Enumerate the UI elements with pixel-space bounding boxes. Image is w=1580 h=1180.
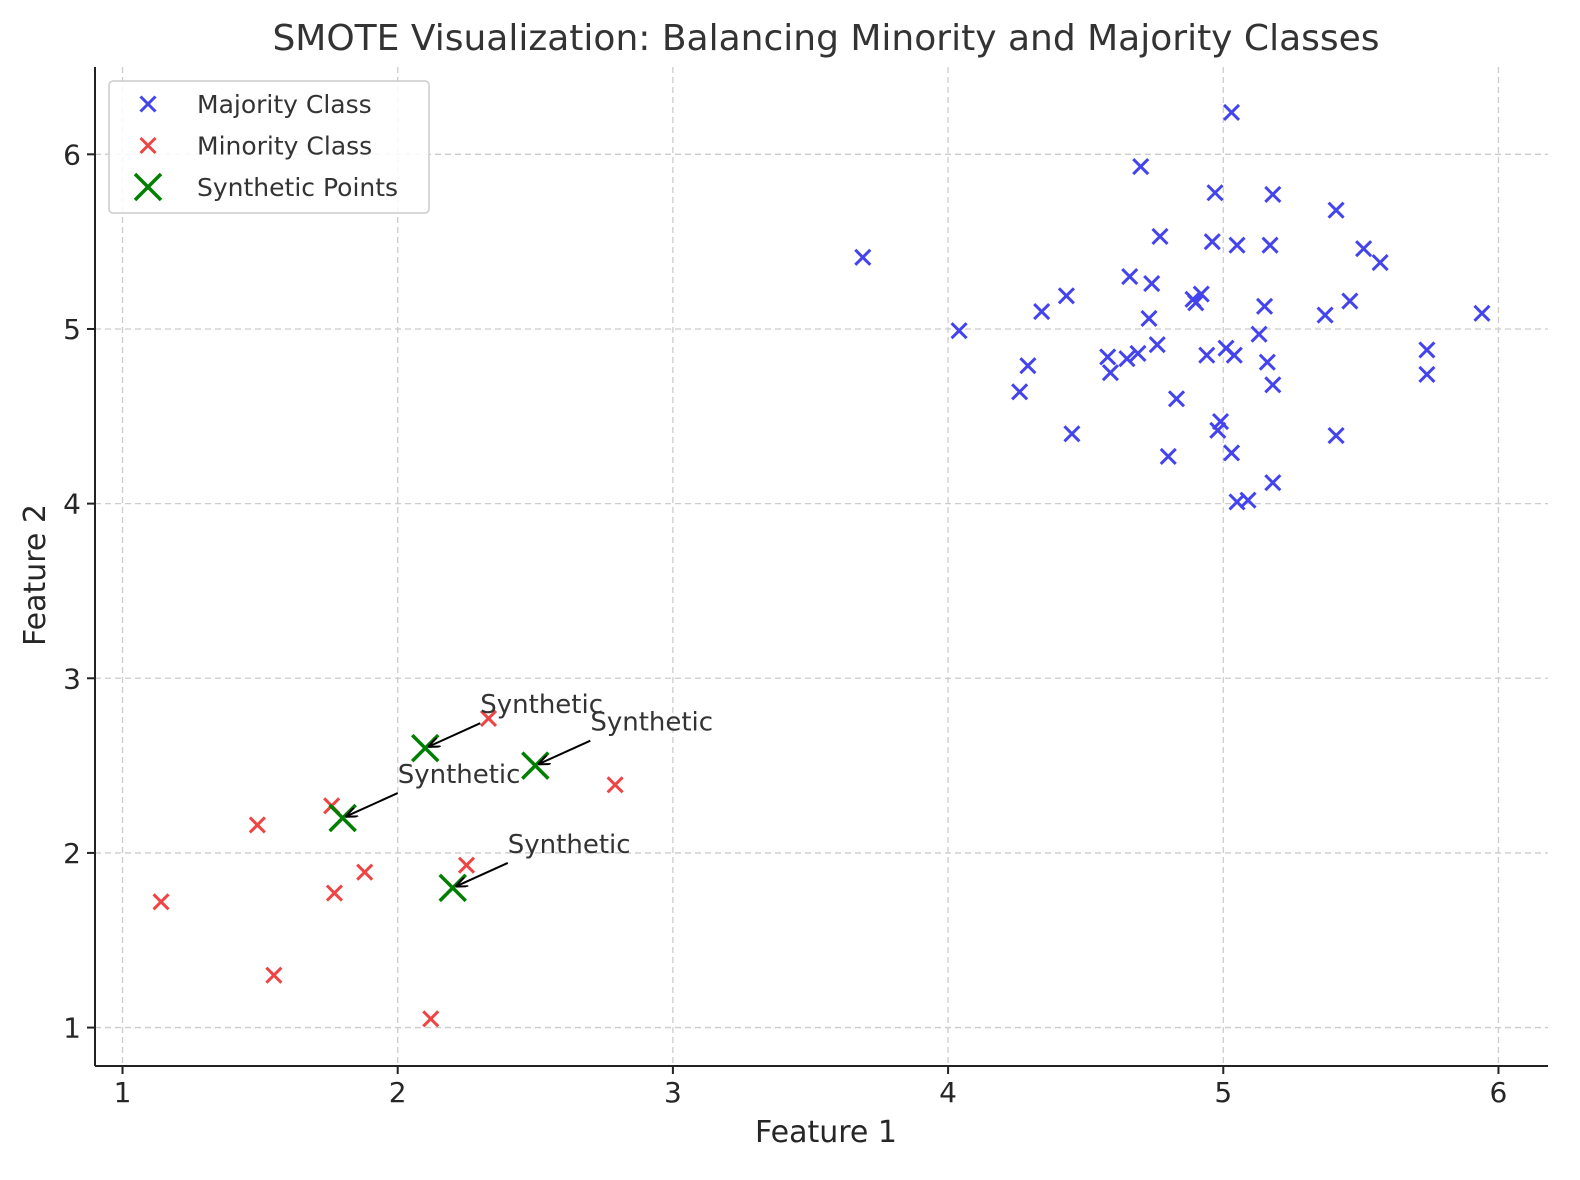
majority-class-point <box>1264 376 1282 394</box>
majority-class-point <box>1222 103 1241 121</box>
x-axis-label: Feature 1 <box>755 1115 897 1150</box>
majority-class-point <box>854 248 872 266</box>
y-tick-label: 2 <box>63 837 81 870</box>
majority-class-point <box>1222 444 1241 462</box>
majority-class-point <box>1101 364 1120 382</box>
majority-class-point <box>1148 336 1166 354</box>
annotation-label: Synthetic <box>480 690 603 720</box>
majority-class-point <box>1206 184 1224 202</box>
legend-marker <box>139 95 157 113</box>
legend-marker <box>139 136 157 155</box>
majority-class-point <box>1355 240 1373 258</box>
minority-class-point <box>248 816 266 834</box>
majority-class-point <box>1187 294 1205 312</box>
majority-class-point <box>1140 309 1158 328</box>
majority-class-point <box>1261 236 1279 254</box>
majority-class-point <box>1258 353 1276 371</box>
majority-class-point <box>1264 185 1282 204</box>
majority-class-point <box>1239 491 1257 509</box>
legend-label: Synthetic Points <box>197 173 398 202</box>
annotation-arrow <box>429 722 481 746</box>
y-tick-label: 6 <box>63 138 81 171</box>
majority-class-point <box>1019 357 1037 375</box>
chart-title: SMOTE Visualization: Balancing Minority … <box>272 18 1379 59</box>
x-tick-label: 2 <box>389 1076 407 1109</box>
synthetic-points-point <box>328 803 357 833</box>
legend: Majority Class Minority Class Synthetic Po… <box>108 80 430 214</box>
annotation-arrow <box>346 792 399 816</box>
majority-class-point <box>1011 383 1029 401</box>
majority-class-point <box>1316 306 1334 324</box>
majority-class-point <box>1327 201 1345 219</box>
majority-class-point <box>1132 157 1150 176</box>
majority-class-point <box>1167 390 1186 408</box>
majority-class-point <box>1225 346 1243 364</box>
majority-class-point <box>1203 233 1221 251</box>
x-tick-label: 4 <box>939 1076 957 1109</box>
majority-class-point <box>1033 302 1051 321</box>
annotation-label: Synthetic <box>590 708 713 738</box>
majority-class-point <box>1057 287 1075 305</box>
majority-class-point <box>1371 254 1389 272</box>
minority-class-point <box>356 863 374 881</box>
annotation-arrow <box>456 862 509 886</box>
majority-class-point <box>1121 268 1139 286</box>
synthetic-points-point <box>410 733 440 763</box>
majority-class-point <box>1418 365 1436 383</box>
annotation-label: Synthetic <box>398 760 521 790</box>
x-tick-label: 5 <box>1214 1076 1232 1109</box>
majority-class-point <box>1129 344 1147 362</box>
minority-class-point <box>457 856 476 874</box>
x-tick-label: 6 <box>1490 1076 1508 1109</box>
y-axis-label: Feature 2 <box>18 504 53 646</box>
majority-class-point <box>1151 227 1169 245</box>
legend-box <box>108 80 430 214</box>
majority-class-point <box>950 322 968 340</box>
synthetic-points-point <box>521 751 550 780</box>
majority-class-point <box>1250 325 1268 343</box>
minority-class-point <box>606 776 624 794</box>
legend-label: Minority Class <box>197 132 372 161</box>
majority-class-point <box>1063 425 1081 443</box>
legend-marker <box>133 172 163 202</box>
minority-class-point <box>265 966 283 984</box>
majority-class-point <box>1228 236 1246 254</box>
majority-class-point <box>1341 292 1359 310</box>
synthetic-points-point <box>438 873 467 903</box>
majority-class-point <box>1473 304 1491 322</box>
majority-class-point <box>1264 474 1282 492</box>
minority-class-point <box>479 709 498 728</box>
x-tick-label: 3 <box>664 1076 682 1109</box>
majority-class-point <box>1327 426 1345 445</box>
y-tick-label: 5 <box>63 313 81 346</box>
minority-class-point <box>422 1010 440 1028</box>
majority-class-point <box>1118 350 1136 368</box>
majority-class-point <box>1099 348 1117 366</box>
majority-class-point <box>1192 285 1210 303</box>
majority-class-point <box>1418 341 1436 359</box>
axes: 1 2 3 4 5 6 1 2 3 4 5 6 <box>63 67 1548 1109</box>
minority-class-point <box>325 884 343 902</box>
minority-class-point <box>152 893 170 911</box>
majority-class-point <box>1198 346 1216 364</box>
majority-class-point <box>1255 297 1274 315</box>
data-points <box>152 103 1491 1028</box>
annotation-label: Synthetic <box>508 830 631 860</box>
majority-class-point <box>1159 447 1177 466</box>
y-tick-label: 3 <box>63 662 81 695</box>
majority-class-point <box>1211 412 1230 431</box>
annotation-arrow <box>539 739 591 764</box>
legend-label: Majority Class <box>197 90 372 119</box>
y-tick-label: 1 <box>63 1012 81 1045</box>
majority-class-point <box>1143 275 1161 293</box>
y-tick-label: 4 <box>63 488 81 521</box>
x-tick-label: 1 <box>114 1076 132 1109</box>
